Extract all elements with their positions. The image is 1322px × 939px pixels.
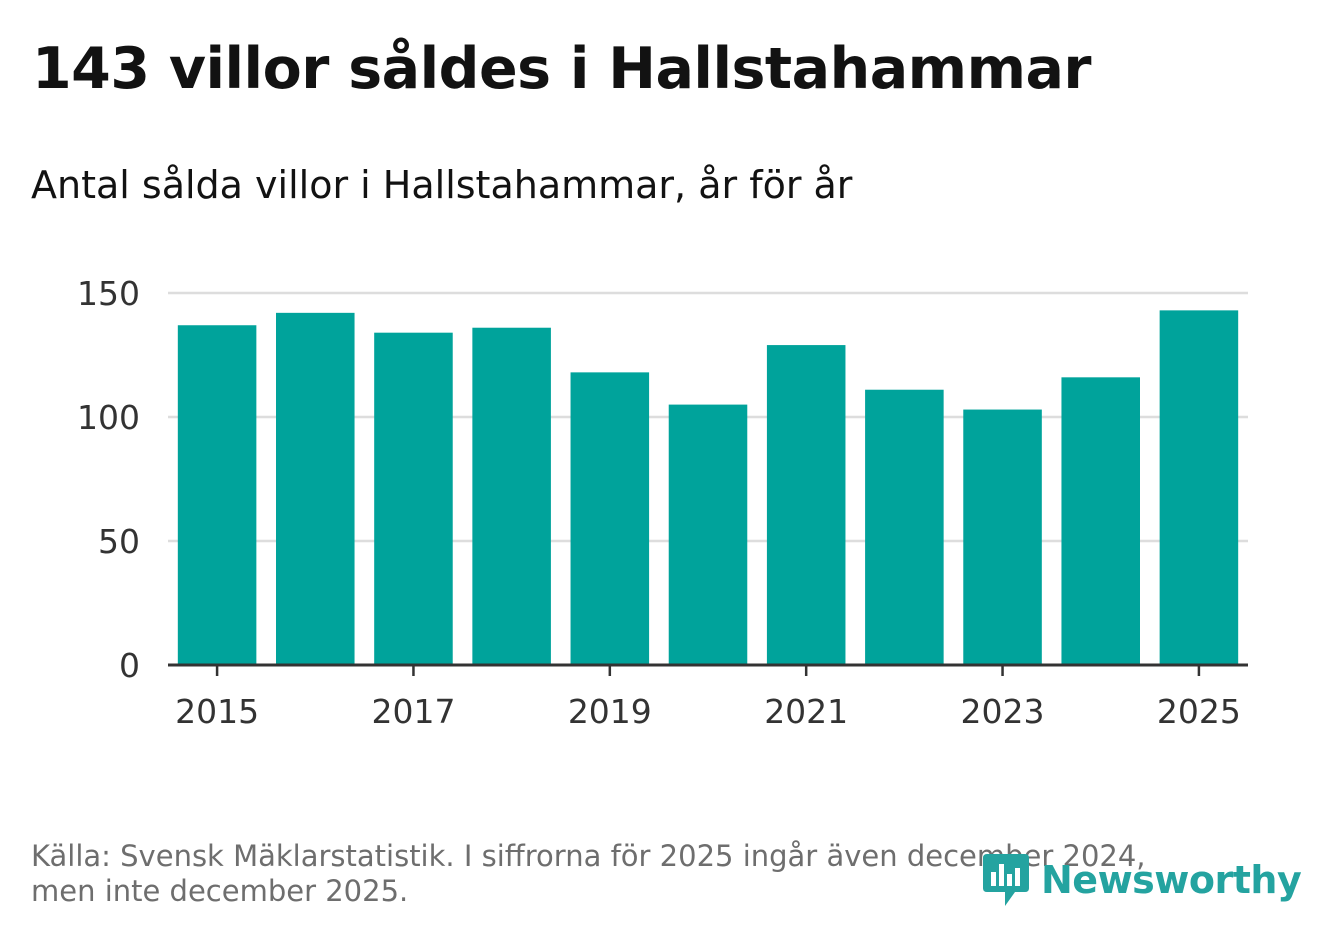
- x-tick-label-2019: 2019: [568, 692, 652, 731]
- newsworthy-logo: Newsworthy: [981, 850, 1302, 910]
- y-tick-label-0: 0: [119, 646, 140, 685]
- bar-2015: [177, 325, 257, 665]
- x-tick-label-2017: 2017: [371, 692, 455, 731]
- bar-2021: [766, 345, 846, 665]
- bar-2023: [963, 409, 1042, 665]
- y-tick-label-150: 150: [77, 274, 140, 313]
- x-axis: 2015 2017 2019 2021 2023 2025: [168, 663, 1248, 731]
- x-tick-label-2025: 2025: [1157, 692, 1241, 731]
- y-tick-label-100: 100: [77, 398, 140, 437]
- bar-2024: [1061, 377, 1140, 665]
- bar-2019: [570, 372, 650, 665]
- bar-2016: [276, 312, 355, 665]
- y-axis-ticks: 0 50 100 150: [77, 274, 140, 685]
- newsworthy-logo-icon: [983, 854, 1029, 906]
- bar-2017: [374, 332, 453, 665]
- chart-subtitle: Antal sålda villor i Hallstahammar, år f…: [31, 163, 853, 207]
- x-tick-label-2021: 2021: [764, 692, 848, 731]
- source-line-2: men inte december 2025.: [31, 874, 409, 908]
- y-tick-label-50: 50: [98, 522, 140, 561]
- source-line-1: Källa: Svensk Mäklarstatistik. I siffror…: [31, 839, 1146, 873]
- bar-2022: [865, 389, 944, 665]
- chart-title: 143 villor såldes i Hallstahammar: [32, 36, 1092, 102]
- bar-2025: [1159, 310, 1239, 665]
- logo-text: Newsworthy: [1041, 858, 1302, 902]
- x-tick-label-2015: 2015: [175, 692, 259, 731]
- bar-2018: [472, 327, 551, 665]
- x-tick-label-2023: 2023: [961, 692, 1045, 731]
- bar-2020: [668, 404, 748, 665]
- bar-chart: 0 50 100 150 2015 2017 2019 2021 2023 2025: [77, 274, 1248, 731]
- source-note: Källa: Svensk Mäklarstatistik. I siffror…: [31, 839, 1221, 909]
- bars: [177, 310, 1239, 665]
